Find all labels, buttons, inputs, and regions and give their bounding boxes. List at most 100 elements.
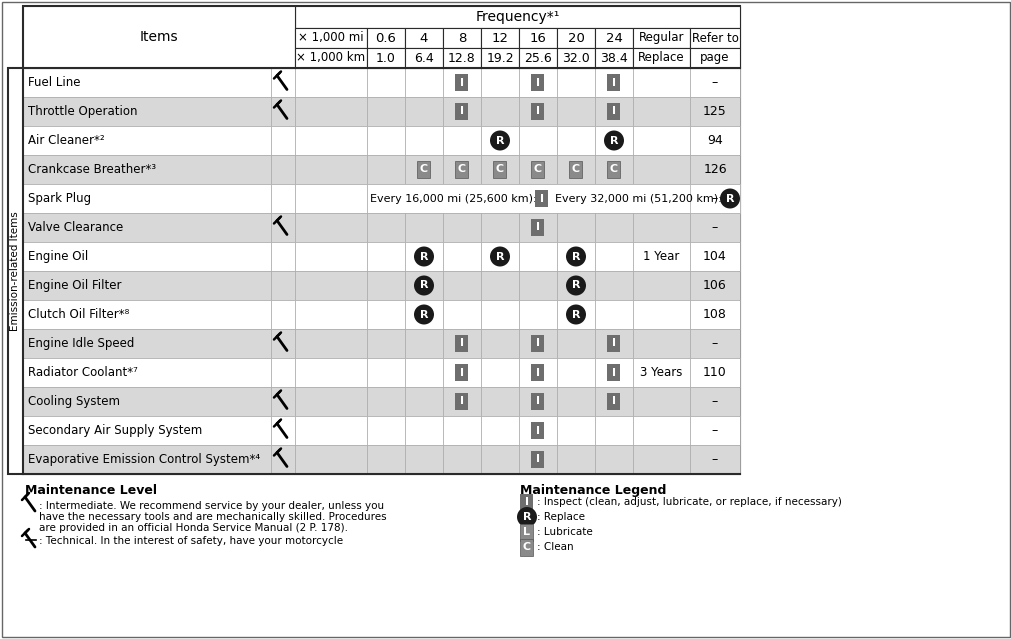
Text: Refer to: Refer to <box>691 31 738 45</box>
Text: I: I <box>536 107 540 116</box>
Bar <box>404 213 443 242</box>
Text: I: I <box>540 194 544 203</box>
Bar <box>519 48 556 68</box>
Text: I: I <box>536 77 540 88</box>
Bar <box>295 155 367 184</box>
Bar <box>443 97 480 126</box>
Bar <box>367 445 404 474</box>
Text: R: R <box>420 252 428 261</box>
Bar <box>690 387 739 416</box>
Text: 94: 94 <box>707 134 722 147</box>
Text: R: R <box>571 309 579 320</box>
Text: 19.2: 19.2 <box>485 52 514 65</box>
Bar <box>556 416 594 445</box>
Bar <box>519 300 556 329</box>
Bar <box>531 219 544 236</box>
Bar <box>690 28 739 48</box>
Text: I: I <box>536 397 540 406</box>
Bar <box>556 271 594 300</box>
Text: Cooling System: Cooling System <box>28 395 120 408</box>
Bar <box>520 523 533 541</box>
Text: –: – <box>711 221 718 234</box>
Bar <box>556 329 594 358</box>
Bar <box>367 68 404 97</box>
Bar <box>556 126 594 155</box>
Bar <box>519 242 556 271</box>
Bar <box>594 329 632 358</box>
Bar <box>23 126 271 155</box>
Text: : Lubricate: : Lubricate <box>537 527 592 537</box>
Text: × 1,000 km: × 1,000 km <box>296 52 365 65</box>
Text: Spark Plug: Spark Plug <box>28 192 91 205</box>
Bar <box>367 329 404 358</box>
Bar <box>690 300 739 329</box>
Bar <box>443 445 480 474</box>
Bar <box>271 68 295 97</box>
Bar <box>443 68 480 97</box>
Bar <box>271 126 295 155</box>
Bar <box>271 213 295 242</box>
Bar <box>556 445 594 474</box>
Bar <box>295 126 367 155</box>
Text: 32.0: 32.0 <box>561 52 589 65</box>
Text: R: R <box>495 252 503 261</box>
Bar <box>594 416 632 445</box>
Text: –: – <box>711 453 718 466</box>
Bar <box>23 213 271 242</box>
Bar <box>295 300 367 329</box>
Bar <box>480 155 519 184</box>
Text: R: R <box>495 135 503 146</box>
Bar <box>594 126 632 155</box>
Circle shape <box>413 275 434 295</box>
Bar <box>531 451 544 468</box>
Bar <box>594 300 632 329</box>
Bar <box>690 358 739 387</box>
Bar <box>295 387 367 416</box>
Bar <box>367 271 404 300</box>
Bar <box>404 329 443 358</box>
Bar <box>690 271 739 300</box>
Text: R: R <box>725 194 734 203</box>
Bar <box>531 103 544 120</box>
Bar <box>556 68 594 97</box>
Text: are provided in an official Honda Service Manual (2 P. 178).: are provided in an official Honda Servic… <box>39 523 348 533</box>
Bar <box>455 161 468 178</box>
Bar <box>632 28 690 48</box>
Text: 108: 108 <box>703 308 726 321</box>
Bar <box>690 213 739 242</box>
Bar <box>594 358 632 387</box>
Text: C: C <box>420 164 428 174</box>
Text: : Intermediate. We recommend service by your dealer, unless you: : Intermediate. We recommend service by … <box>39 501 384 511</box>
Text: Emission-related Items: Emission-related Items <box>10 211 20 331</box>
Bar <box>632 358 690 387</box>
Text: I: I <box>536 367 540 378</box>
Bar <box>480 97 519 126</box>
Bar <box>531 393 544 410</box>
Bar <box>519 445 556 474</box>
Bar <box>23 271 271 300</box>
Bar <box>443 48 480 68</box>
Text: C: C <box>534 164 542 174</box>
Text: I: I <box>612 107 616 116</box>
Bar <box>556 97 594 126</box>
Bar <box>632 271 690 300</box>
Bar <box>632 126 690 155</box>
Text: I: I <box>536 339 540 348</box>
Bar <box>480 28 519 48</box>
Text: C: C <box>458 164 466 174</box>
Text: R: R <box>571 281 579 291</box>
Text: 126: 126 <box>703 163 726 176</box>
Bar <box>480 242 519 271</box>
Bar <box>271 97 295 126</box>
Bar <box>8 68 23 474</box>
Bar <box>443 387 480 416</box>
Bar <box>594 445 632 474</box>
Bar <box>690 97 739 126</box>
Text: Crankcase Breather*³: Crankcase Breather*³ <box>28 163 156 176</box>
Bar <box>594 271 632 300</box>
Bar <box>594 48 632 68</box>
Bar <box>295 329 367 358</box>
Bar <box>632 242 690 271</box>
Bar <box>531 422 544 439</box>
Bar <box>404 155 443 184</box>
